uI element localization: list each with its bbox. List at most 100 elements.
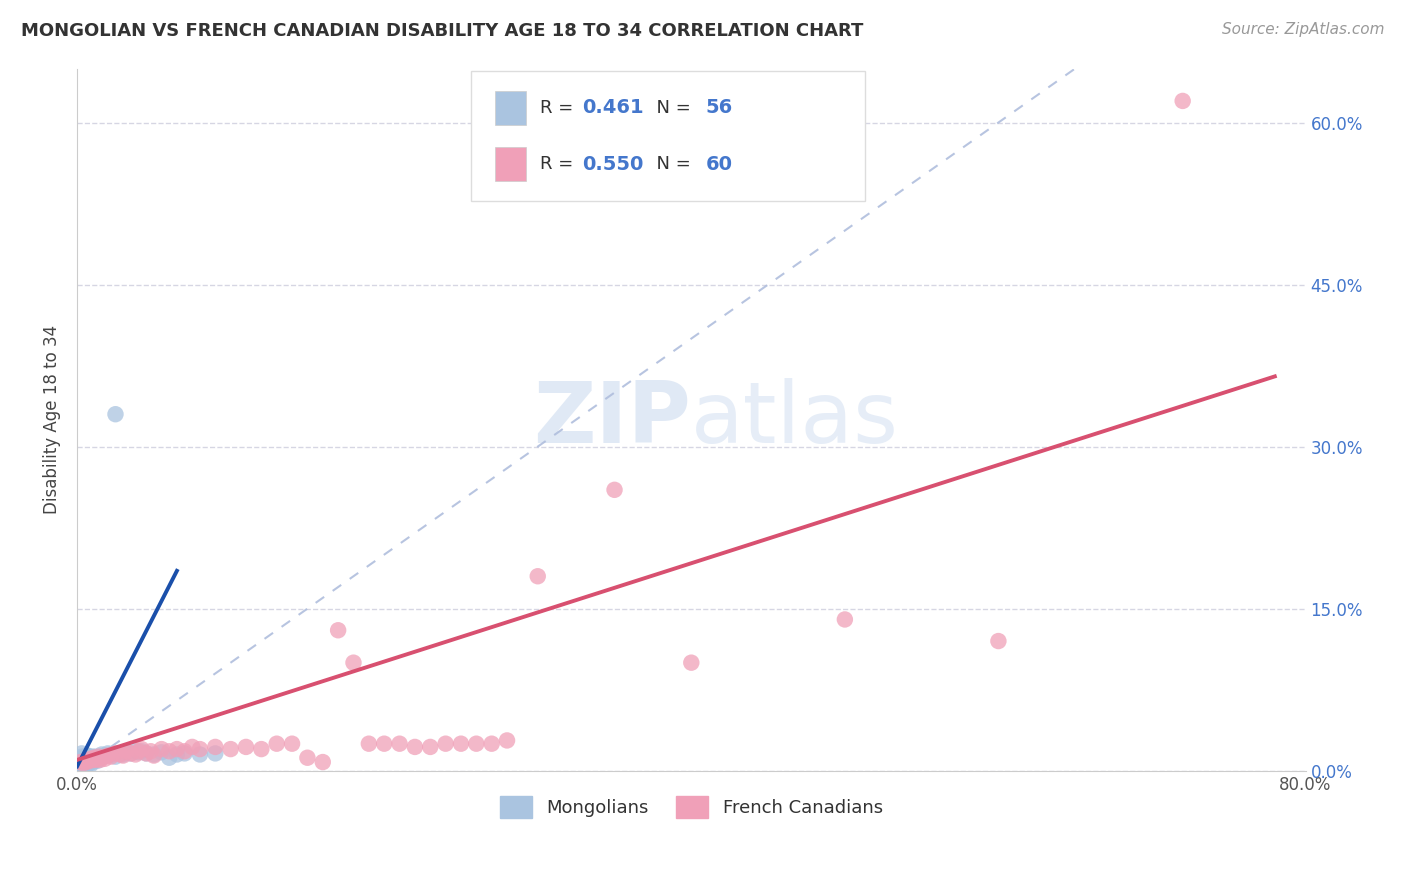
Text: 0.550: 0.550 bbox=[582, 154, 644, 174]
Point bbox=[142, 747, 165, 762]
Point bbox=[90, 750, 112, 764]
Legend: Mongolians, French Canadians: Mongolians, French Canadians bbox=[492, 789, 890, 825]
Point bbox=[80, 752, 103, 766]
Point bbox=[124, 747, 146, 762]
Point bbox=[69, 758, 91, 772]
Point bbox=[131, 742, 153, 756]
Point bbox=[603, 483, 626, 497]
Point bbox=[450, 737, 472, 751]
Point bbox=[297, 750, 319, 764]
Point bbox=[73, 754, 96, 768]
Point bbox=[80, 757, 103, 772]
Point bbox=[84, 753, 107, 767]
Point bbox=[1171, 94, 1194, 108]
Point bbox=[204, 739, 226, 754]
Point bbox=[104, 747, 127, 761]
Point bbox=[104, 749, 127, 764]
Point bbox=[120, 747, 142, 761]
Point bbox=[75, 755, 97, 769]
Text: atlas: atlas bbox=[692, 378, 900, 461]
Point bbox=[266, 737, 288, 751]
Point bbox=[681, 656, 703, 670]
Point bbox=[326, 624, 349, 638]
Point bbox=[834, 612, 856, 626]
Point bbox=[120, 747, 142, 761]
Point bbox=[84, 749, 107, 764]
Point bbox=[80, 752, 103, 766]
Text: 0.461: 0.461 bbox=[582, 98, 644, 118]
Point bbox=[75, 754, 97, 768]
Text: Source: ZipAtlas.com: Source: ZipAtlas.com bbox=[1222, 22, 1385, 37]
Text: R =: R = bbox=[540, 155, 579, 173]
Text: MONGOLIAN VS FRENCH CANADIAN DISABILITY AGE 18 TO 34 CORRELATION CHART: MONGOLIAN VS FRENCH CANADIAN DISABILITY … bbox=[21, 22, 863, 40]
Point bbox=[142, 748, 165, 763]
Point bbox=[157, 744, 180, 758]
Point bbox=[70, 757, 93, 772]
Point bbox=[70, 759, 93, 773]
Point bbox=[388, 737, 411, 751]
Point bbox=[357, 737, 380, 751]
Point bbox=[86, 752, 108, 766]
Point bbox=[87, 749, 110, 764]
Point bbox=[181, 739, 204, 754]
Point bbox=[69, 760, 91, 774]
Point bbox=[128, 744, 150, 758]
Point bbox=[124, 744, 146, 758]
Point bbox=[67, 762, 90, 776]
Point bbox=[139, 744, 162, 758]
Point bbox=[93, 748, 115, 763]
Point bbox=[67, 759, 90, 773]
Point bbox=[157, 750, 180, 764]
Point bbox=[987, 634, 1010, 648]
Point bbox=[135, 747, 157, 761]
Point bbox=[75, 758, 97, 772]
Point bbox=[83, 750, 105, 764]
Point bbox=[235, 739, 257, 754]
Point bbox=[72, 758, 94, 772]
Point bbox=[342, 656, 364, 670]
Point bbox=[419, 739, 441, 754]
Point bbox=[69, 756, 91, 771]
Text: N =: N = bbox=[645, 155, 697, 173]
Point bbox=[131, 744, 153, 758]
Point bbox=[465, 737, 488, 751]
Point bbox=[281, 737, 304, 751]
Point bbox=[72, 750, 94, 764]
Point bbox=[83, 753, 105, 767]
Text: N =: N = bbox=[645, 99, 697, 117]
Point bbox=[70, 754, 93, 768]
Point bbox=[76, 753, 98, 767]
Point bbox=[82, 755, 104, 769]
Point bbox=[93, 752, 115, 766]
Point bbox=[188, 742, 211, 756]
Point bbox=[166, 742, 188, 756]
Point bbox=[166, 747, 188, 762]
Point bbox=[76, 753, 98, 767]
Point bbox=[173, 747, 195, 761]
Point bbox=[250, 742, 273, 756]
Text: 56: 56 bbox=[706, 98, 733, 118]
Point bbox=[108, 747, 131, 762]
Point bbox=[104, 407, 127, 421]
Point bbox=[75, 748, 97, 763]
Point bbox=[100, 749, 122, 764]
Point bbox=[79, 750, 101, 764]
Point bbox=[312, 755, 335, 769]
Point bbox=[204, 747, 226, 761]
Point bbox=[79, 754, 101, 768]
Point bbox=[481, 737, 503, 751]
Point bbox=[496, 733, 519, 747]
Point bbox=[115, 745, 138, 759]
Point bbox=[76, 748, 98, 763]
Text: ZIP: ZIP bbox=[533, 378, 692, 461]
Point bbox=[89, 749, 111, 764]
Point bbox=[112, 747, 135, 762]
Point bbox=[112, 748, 135, 763]
Point bbox=[97, 748, 120, 763]
Point bbox=[135, 747, 157, 761]
Point bbox=[69, 753, 91, 767]
Point bbox=[69, 755, 91, 769]
Point bbox=[108, 747, 131, 761]
Point bbox=[188, 747, 211, 762]
Point bbox=[70, 747, 93, 761]
